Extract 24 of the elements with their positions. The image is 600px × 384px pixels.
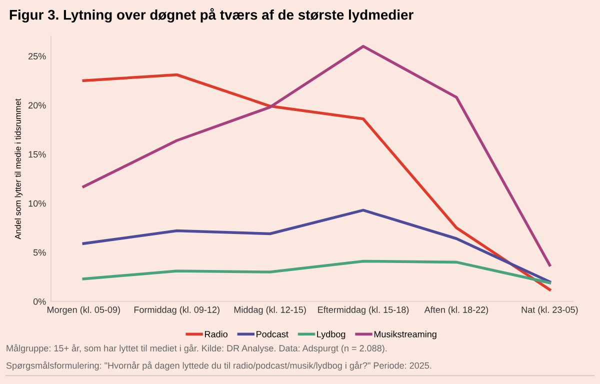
line-series [82,44,552,267]
x-tick-label: Morgen (kl. 05-09) [47,306,120,315]
legend-label: Lydbog [317,330,346,340]
y-tick-label: 10% [28,200,46,207]
line-series [82,73,552,292]
x-tick-label: Aften (kl. 18-22) [424,306,488,315]
line-series [82,260,552,284]
x-tick-label: Eftermiddag (kl. 15-18) [318,306,409,315]
y-tick-label: 15% [28,151,46,158]
x-tick-label: Middag (kl. 12-15) [234,306,306,315]
chart-title: Figur 3. Lytning over døgnet på tværs af de største lydmedier [10,8,414,23]
line-series [82,208,552,284]
x-tick-label: Nat (kl. 23-05) [522,306,578,315]
x-tick-label: Formiddag (kl. 09-12) [134,306,220,315]
text: Spørgsmålsformulering: "Hvornår på dagen lyttede du til radio/podcast/musik/lydbog i går?" Periode: 2025. [6,361,432,371]
legend-label: Podcast [256,330,288,338]
y-axis-title: Andel som lytter til medie i tidsrummet [14,98,23,240]
y-tick-label: 5% [33,249,46,256]
y-tick-label: 20% [28,102,46,109]
text: Målgruppe: 15+ år, som har lyttet til mediet i går. Kilde: DR Analyse. Data: Adspurgt (n = 2.088). [6,344,387,354]
y-tick-label: 25% [28,53,46,60]
y-tick-label: 0% [33,298,46,305]
legend-label: Radio [204,330,228,338]
legend-label: Musikstreaming [374,330,436,340]
